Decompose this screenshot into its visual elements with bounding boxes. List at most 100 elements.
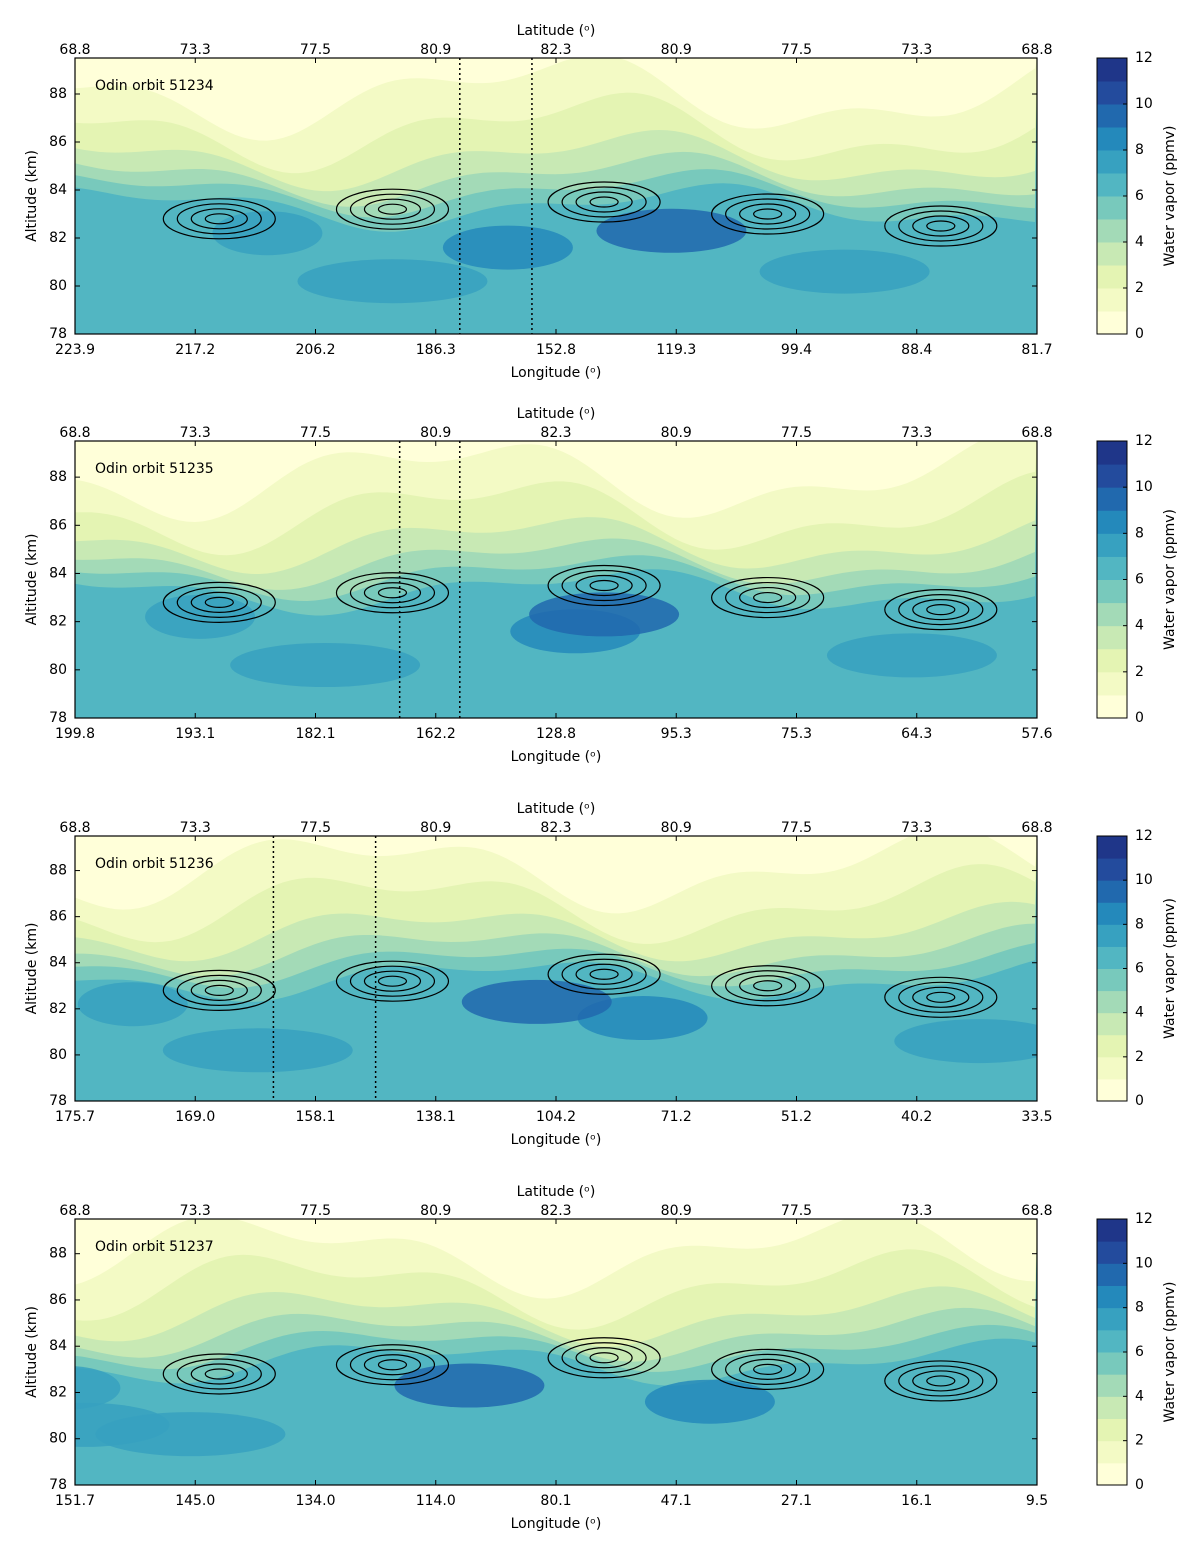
colorbar-segment [1097, 579, 1127, 604]
y-tick-label: 80 [49, 662, 67, 678]
x-tick-label: 27.1 [781, 1493, 812, 1509]
colorbar-segment [1097, 173, 1127, 197]
x-tick-label: 128.8 [536, 726, 576, 742]
colorbar-tick-label: 12 [1135, 50, 1153, 66]
colorbar-segment [1097, 836, 1127, 859]
contour-line [335, 572, 450, 614]
contour-line [575, 574, 633, 597]
colorbar-segment [1097, 510, 1127, 534]
colorbar-tick-label: 8 [1135, 916, 1144, 932]
colorbar-segment [1097, 1329, 1127, 1353]
x2-tick-label: 73.3 [180, 42, 211, 58]
contour-line [204, 596, 234, 608]
contour-line [377, 587, 408, 599]
contour-line [190, 208, 248, 230]
contour-line [739, 975, 797, 997]
x-tick-label: 175.7 [55, 1109, 95, 1125]
x-tick-label: 186.3 [416, 342, 456, 358]
field-blob [145, 594, 256, 639]
x-tick-label: 16.1 [901, 1493, 932, 1509]
x2-tick-label: 68.8 [59, 820, 90, 836]
x2-tick-label: 77.5 [781, 42, 812, 58]
colorbar-tick-label: 6 [1135, 572, 1144, 588]
colorbar-segment [1097, 968, 1127, 992]
field-blob [230, 643, 421, 688]
y-tick-label: 82 [49, 1384, 67, 1400]
colorbar-tick-label: 10 [1135, 872, 1153, 888]
colorbar-tick-label: 12 [1135, 433, 1153, 449]
x-tick-label: 151.7 [55, 1493, 95, 1509]
x-tick-label: 88.4 [901, 342, 932, 358]
contour-line [561, 186, 647, 218]
colorbar-tick-label: 0 [1135, 710, 1144, 726]
y-tick-label: 86 [49, 909, 67, 925]
contour-line [589, 968, 619, 980]
colorbar-tick-label: 10 [1135, 479, 1153, 495]
y-tick-label: 86 [49, 517, 67, 533]
contour-line [739, 1358, 797, 1380]
contour-line [377, 1359, 408, 1371]
x2-axis-label: Latitude (ᵒ) [517, 1184, 596, 1200]
x2-tick-label: 73.3 [180, 425, 211, 441]
contour-line [561, 958, 647, 990]
colorbar-segment [1097, 441, 1127, 465]
colorbar-segment [1097, 990, 1127, 1014]
contour-line [739, 203, 797, 225]
field-blob [95, 1412, 286, 1457]
x-tick-label: 206.2 [295, 342, 335, 358]
contour-line [884, 1360, 998, 1402]
field-blob [442, 225, 573, 270]
x-tick-label: 162.2 [416, 726, 456, 742]
contour-line [589, 196, 619, 208]
colorbar-tick-label: 2 [1135, 1049, 1144, 1065]
x2-tick-label: 77.5 [300, 42, 331, 58]
colorbar-segment [1097, 150, 1127, 174]
colorbar-segment [1097, 902, 1127, 925]
field-blob [577, 996, 708, 1041]
colorbar-tick-label: 4 [1135, 618, 1144, 634]
colorbar-label: Water vapor (ppmv) [1162, 126, 1178, 267]
x2-tick-label: 80.9 [420, 42, 451, 58]
x-tick-label: 57.6 [1021, 726, 1052, 742]
colorbar-segment [1097, 219, 1127, 243]
colorbar-segment [1097, 311, 1127, 335]
colorbar-segment [1097, 671, 1127, 696]
contour-line [162, 969, 276, 1011]
x2-tick-label: 73.3 [901, 42, 932, 58]
x2-axis-label: Latitude (ᵒ) [517, 23, 596, 39]
x-tick-label: 145.0 [175, 1493, 215, 1509]
x-tick-label: 193.1 [175, 726, 215, 742]
colorbar-tick-label: 2 [1135, 664, 1144, 680]
colorbar-tick-label: 6 [1135, 188, 1144, 204]
field-blob [75, 1366, 121, 1410]
x2-tick-label: 68.8 [1021, 1203, 1052, 1219]
y-tick-label: 82 [49, 1001, 67, 1017]
panel-title: Odin orbit 51234 [95, 78, 214, 94]
x2-tick-label: 73.3 [901, 1203, 932, 1219]
colorbar-segment [1097, 625, 1127, 650]
x-tick-label: 217.2 [175, 342, 215, 358]
colorbar-segment [1097, 694, 1127, 719]
x2-axis-label: Latitude (ᵒ) [517, 406, 596, 422]
colorbar-segment [1097, 1374, 1127, 1397]
contour-line [926, 220, 956, 232]
x2-tick-label: 80.9 [420, 425, 451, 441]
panel-title: Odin orbit 51237 [95, 1239, 214, 1255]
colorbar-tick-label: 0 [1135, 326, 1144, 342]
x-tick-label: 81.7 [1021, 342, 1052, 358]
y-tick-label: 86 [49, 134, 67, 150]
y-tick-label: 86 [49, 1292, 67, 1308]
x2-tick-label: 80.9 [420, 820, 451, 836]
field-blob [212, 211, 323, 256]
contour-line [561, 569, 647, 602]
contour-line [349, 965, 436, 997]
y-tick-label: 78 [49, 1477, 67, 1493]
contour-line [926, 604, 956, 616]
y-tick-label: 84 [49, 955, 67, 971]
colorbar-segment [1097, 946, 1127, 969]
field-blob [77, 982, 188, 1027]
colorbar-tick-label: 10 [1135, 96, 1153, 112]
field [75, 1219, 1037, 1485]
contour-line [912, 986, 970, 1008]
